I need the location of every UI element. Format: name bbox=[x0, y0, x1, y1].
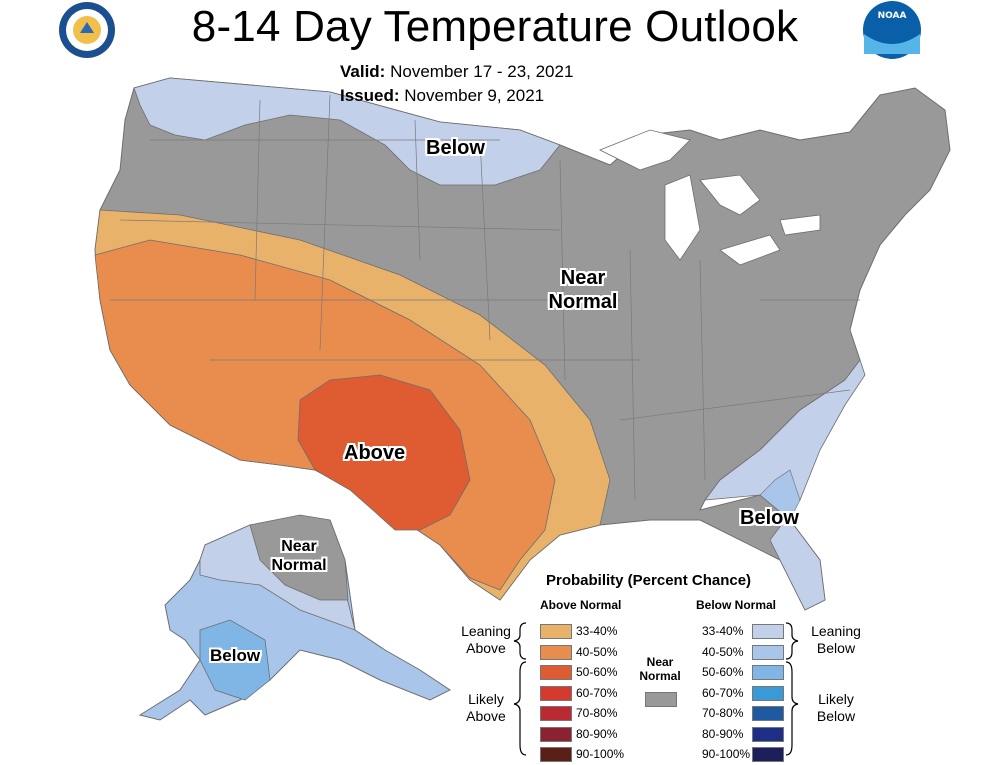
alaska-near-normal bbox=[249, 514, 349, 601]
valid-label: Valid: bbox=[340, 62, 386, 81]
legend-near-normal-swatch bbox=[645, 692, 677, 707]
legend-above-swatch bbox=[540, 645, 572, 660]
legend-near-normal-label: Near Normal bbox=[638, 655, 682, 683]
page-title: 8-14 Day Temperature Outlook bbox=[191, 2, 799, 51]
noaa-logo-icon: NOAA bbox=[863, 1, 921, 59]
issued-value: November 9, 2021 bbox=[404, 86, 545, 105]
legend-above-swatch bbox=[540, 727, 572, 742]
label-alaska-near-line1: Near bbox=[281, 538, 317, 555]
likely-above-line2: Above bbox=[466, 708, 506, 724]
legend-above-label: 40-50% bbox=[576, 645, 618, 659]
label-alaska-near-normal: Near Normal bbox=[266, 537, 332, 575]
label-alaska-below: Below bbox=[210, 646, 261, 665]
legend-below-header: Below Normal bbox=[696, 598, 777, 612]
valid-line: Valid: November 17 - 23, 2021 bbox=[340, 62, 573, 82]
legend-above-label: 90-100% bbox=[576, 747, 625, 761]
legend-below-swatch bbox=[752, 727, 784, 742]
legend-leaning-above: Leaning Above bbox=[456, 623, 516, 657]
near-normal-line2: Normal bbox=[639, 669, 681, 683]
label-near-normal-center-line1: Near bbox=[560, 267, 606, 289]
leaning-above-line1: Leaning bbox=[461, 623, 511, 639]
legend-likely-below: Likely Below bbox=[806, 691, 866, 725]
legend-below-swatch bbox=[752, 747, 784, 762]
legend-below-swatch bbox=[752, 665, 784, 680]
legend-below-label: 70-80% bbox=[702, 706, 744, 720]
doc-seal-icon bbox=[59, 2, 115, 58]
likely-below-line1: Likely bbox=[818, 691, 854, 707]
legend-below-label: 40-50% bbox=[702, 645, 744, 659]
legend-below-label: 80-90% bbox=[702, 727, 744, 741]
legend-above-swatch bbox=[540, 747, 572, 762]
likely-below-line2: Below bbox=[816, 708, 856, 724]
issued-line: Issued: November 9, 2021 bbox=[340, 86, 544, 106]
label-alaska-near-line2: Normal bbox=[271, 557, 327, 574]
legend-title: Probability (Percent Chance) bbox=[546, 572, 752, 589]
north-below-band bbox=[133, 77, 561, 186]
leaning-below-line2: Below bbox=[816, 640, 856, 656]
legend-likely-above: Likely Above bbox=[456, 691, 516, 725]
legend-below-swatch bbox=[752, 686, 784, 701]
alaska-below-50 bbox=[199, 619, 271, 701]
legend-leaning-below: Leaning Below bbox=[806, 623, 866, 657]
legend-below-label: 90-100% bbox=[702, 747, 751, 761]
southeast-below-40 bbox=[759, 469, 801, 521]
svg-text:NOAA: NOAA bbox=[878, 11, 907, 21]
above-50-60-core bbox=[297, 374, 471, 531]
legend-above-swatch bbox=[540, 706, 572, 721]
legend-below-label: 33-40% bbox=[702, 624, 744, 638]
label-below-north: Below bbox=[426, 137, 485, 159]
near-normal-line1: Near bbox=[646, 655, 674, 669]
legend-above-header: Above Normal bbox=[540, 598, 622, 612]
legend-above-label: 80-90% bbox=[576, 727, 618, 741]
leaning-above-line2: Above bbox=[466, 640, 506, 656]
label-near-normal-center-line2: Normal bbox=[548, 291, 618, 313]
great-lakes bbox=[599, 129, 821, 266]
leaning-below-line1: Leaning bbox=[811, 623, 861, 639]
label-below-southeast: Below bbox=[740, 507, 799, 529]
state-lines bbox=[110, 94, 860, 501]
legend-below-swatch bbox=[752, 624, 784, 639]
legend-below-label: 50-60% bbox=[702, 665, 744, 679]
issued-label: Issued: bbox=[340, 86, 400, 105]
legend-above-label: 60-70% bbox=[576, 686, 618, 700]
legend-below-swatch bbox=[752, 645, 784, 660]
label-near-normal-center: Near Normal bbox=[548, 266, 618, 314]
legend-above-swatch bbox=[540, 665, 572, 680]
label-above: Above bbox=[344, 442, 406, 464]
legend-above-label: 50-60% bbox=[576, 665, 618, 679]
valid-value: November 17 - 23, 2021 bbox=[390, 62, 574, 81]
legend-above-label: 33-40% bbox=[576, 624, 618, 638]
legend-above-swatch bbox=[540, 686, 572, 701]
legend-above-label: 70-80% bbox=[576, 706, 618, 720]
legend-below-label: 60-70% bbox=[702, 686, 744, 700]
likely-above-line1: Likely bbox=[468, 691, 504, 707]
legend-above-swatch bbox=[540, 624, 572, 639]
legend-below-swatch bbox=[752, 706, 784, 721]
